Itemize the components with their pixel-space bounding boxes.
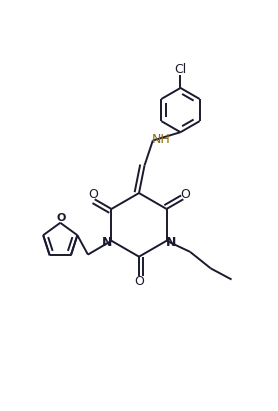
Text: NH: NH (152, 133, 170, 145)
Text: O: O (56, 213, 66, 223)
Text: Cl: Cl (174, 63, 187, 76)
Text: N: N (102, 236, 112, 249)
Text: O: O (88, 188, 98, 201)
Text: N: N (166, 236, 176, 249)
Text: O: O (180, 188, 190, 201)
Text: O: O (134, 275, 144, 288)
